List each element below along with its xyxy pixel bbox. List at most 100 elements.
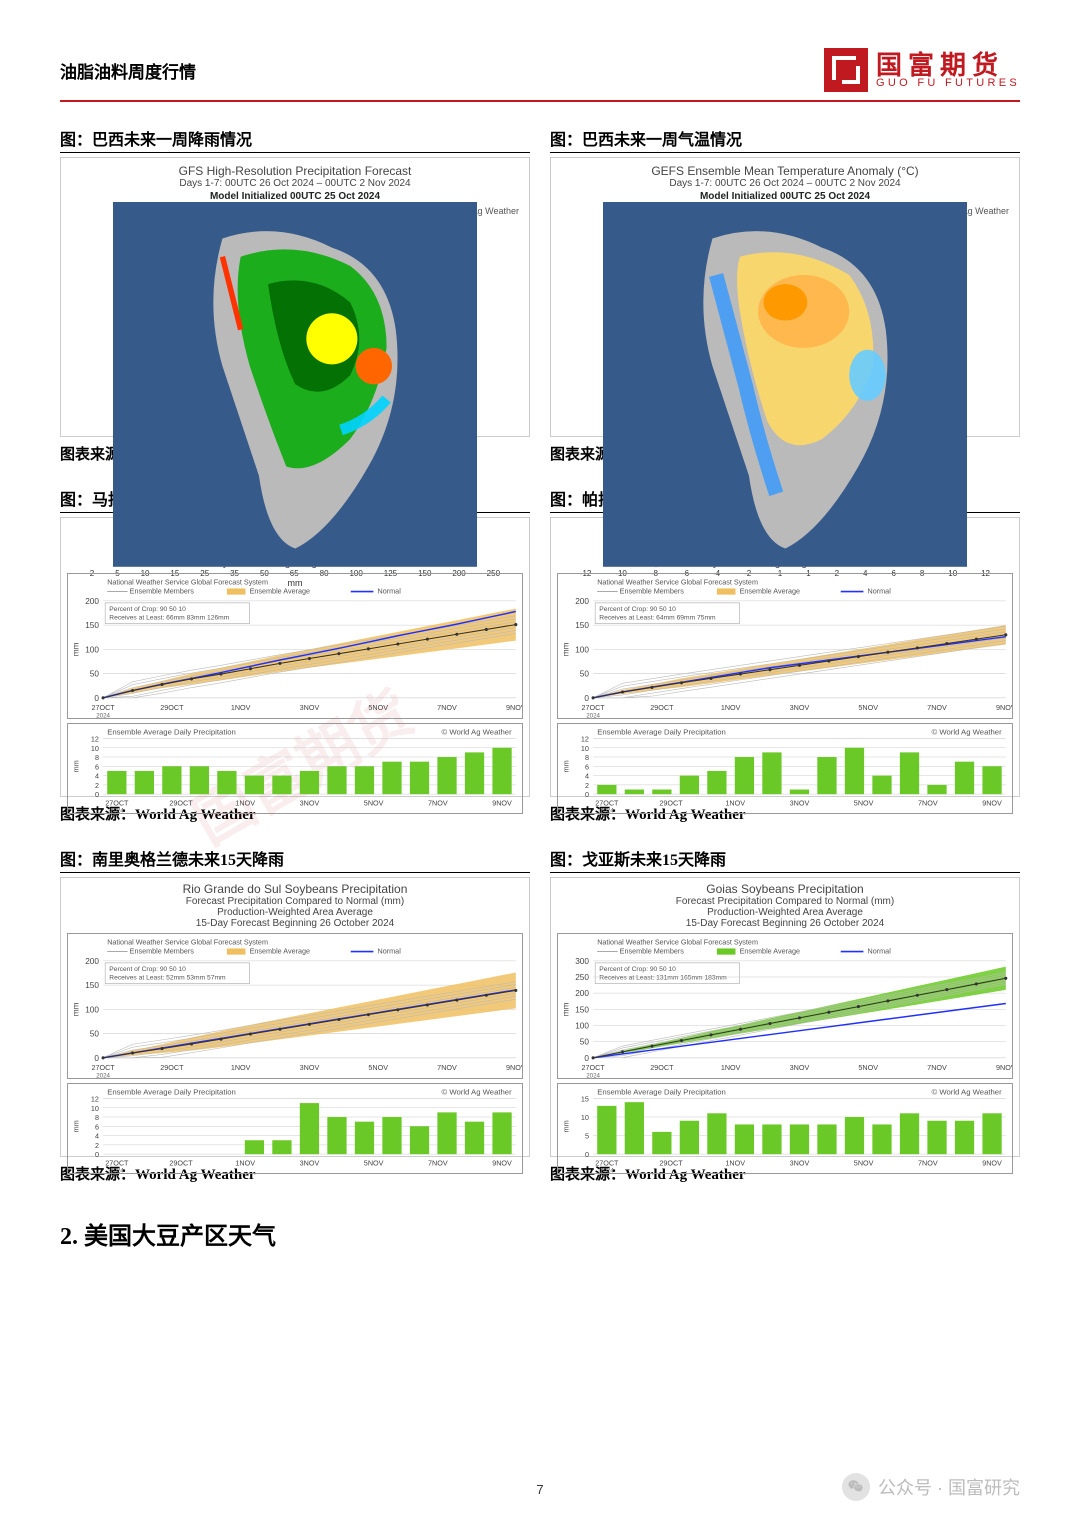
svg-text:9NOV: 9NOV	[492, 799, 512, 808]
svg-text:200: 200	[85, 957, 99, 966]
svg-text:200: 200	[85, 597, 99, 606]
svg-text:Normal: Normal	[378, 947, 402, 956]
svg-text:© World Ag Weather: © World Ag Weather	[931, 1088, 1002, 1097]
svg-text:© World Ag Weather: © World Ag Weather	[441, 1088, 512, 1097]
svg-text:8: 8	[95, 1114, 99, 1123]
svg-text:3NOV: 3NOV	[300, 703, 320, 712]
svg-text:Percent of Crop: 90 50: Percent of Crop: 90 50 10	[599, 966, 676, 973]
svg-text:9NOV: 9NOV	[492, 1159, 512, 1168]
svg-text:0: 0	[94, 1054, 99, 1063]
svg-text:29OCT: 29OCT	[659, 1159, 683, 1168]
svg-text:National Weather Service Globa: National Weather Service Global Forecast…	[597, 937, 758, 946]
svg-text:9NOV: 9NOV	[506, 1063, 522, 1072]
svg-text:Receives at Least: 66mm 83mm: Receives at Least: 66mm 83mm 126mm	[109, 614, 229, 621]
svg-text:──── Ensemble Members: ──── Ensemble Members	[596, 587, 684, 596]
svg-text:5NOV: 5NOV	[364, 1159, 384, 1168]
logo-en: GUO FU FUTURES	[876, 78, 1020, 89]
logo-text: 国富期货 GUO FU FUTURES	[876, 52, 1020, 89]
section-heading-2: 2. 美国大豆产区天气	[60, 1216, 1020, 1251]
svg-text:29OCT: 29OCT	[169, 1159, 193, 1168]
header-title: 油脂油料周度行情	[60, 58, 196, 83]
svg-text:Percent of Crop: 90 50: Percent of Crop: 90 50 10	[599, 606, 676, 613]
svg-text:5NOV: 5NOV	[364, 799, 384, 808]
map-title-1: GEFS Ensemble Mean Temperature Anomaly (…	[651, 164, 918, 178]
svg-text:27OCT: 27OCT	[595, 799, 619, 808]
svg-text:5NOV: 5NOV	[368, 703, 388, 712]
svg-text:150: 150	[575, 1005, 589, 1014]
svg-text:12: 12	[581, 735, 589, 744]
svg-text:9NOV: 9NOV	[982, 799, 1002, 808]
svg-text:0: 0	[95, 791, 99, 800]
panel-goias: 图：戈亚斯未来15天降雨 Goias Soybeans Precipitatio…	[550, 846, 1020, 1198]
svg-text:Percent of Crop: 90 50: Percent of Crop: 90 50 10	[109, 606, 186, 613]
svg-text:29OCT: 29OCT	[659, 799, 683, 808]
svg-text:2: 2	[95, 781, 99, 790]
svg-text:50: 50	[580, 670, 590, 679]
svg-text:150: 150	[85, 621, 99, 630]
svg-text:0: 0	[584, 694, 589, 703]
svg-text:10: 10	[581, 1114, 589, 1123]
svg-text:Percent of Crop: 90 50: Percent of Crop: 90 50 10	[109, 966, 186, 973]
svg-text:──── Ensemble Members: ──── Ensemble Members	[106, 587, 194, 596]
svg-text:2024: 2024	[110, 808, 124, 813]
svg-text:29OCT: 29OCT	[650, 703, 674, 712]
svg-text:mm: mm	[71, 761, 80, 773]
wechat-icon	[842, 1473, 870, 1501]
svg-text:1NOV: 1NOV	[231, 1063, 251, 1072]
svg-text:7NOV: 7NOV	[437, 703, 457, 712]
map-title-1: GFS High-Resolution Precipitation Foreca…	[179, 164, 412, 178]
svg-text:2024: 2024	[586, 712, 600, 718]
svg-text:8: 8	[585, 754, 589, 763]
svg-text:5NOV: 5NOV	[368, 1063, 388, 1072]
svg-text:Ensemble Average: Ensemble Average	[740, 947, 800, 956]
svg-text:9NOV: 9NOV	[506, 703, 522, 712]
svg-text:0: 0	[584, 1054, 589, 1063]
svg-text:mm: mm	[71, 1121, 80, 1133]
svg-text:10: 10	[91, 744, 99, 753]
svg-text:mm: mm	[561, 642, 570, 656]
svg-text:Ensemble Average: Ensemble Average	[740, 587, 800, 596]
svg-text:2: 2	[585, 781, 589, 790]
panel-title: 图：巴西未来一周气温情况	[550, 126, 1020, 153]
map-vis-precip	[67, 202, 523, 567]
map-card-temp: GEFS Ensemble Mean Temperature Anomaly (…	[550, 157, 1020, 437]
svg-text:7NOV: 7NOV	[428, 1159, 448, 1168]
svg-text:0: 0	[94, 694, 99, 703]
svg-text:© World Ag Weather: © World Ag Weather	[931, 728, 1002, 737]
svg-text:100: 100	[575, 645, 589, 654]
svg-text:mm: mm	[561, 761, 570, 773]
page-header: 油脂油料周度行情 国富期货 GUO FU FUTURES	[60, 48, 1020, 102]
map-title-2: Days 1-7: 00UTC 26 Oct 2024 – 00UTC 2 No…	[651, 178, 918, 189]
svg-text:Receives at Least: 52mm 53mm: Receives at Least: 52mm 53mm 57mm	[109, 974, 226, 981]
logo-mark	[824, 48, 868, 92]
svg-text:29OCT: 29OCT	[169, 799, 193, 808]
svg-text:3NOV: 3NOV	[790, 799, 810, 808]
svg-text:150: 150	[575, 621, 589, 630]
svg-text:50: 50	[580, 1038, 590, 1047]
svg-text:29OCT: 29OCT	[160, 1063, 184, 1072]
cumulative-chart: National Weather Service Global Forecast…	[67, 573, 523, 719]
svg-text:29OCT: 29OCT	[160, 703, 184, 712]
forecast-card-goias: Goias Soybeans PrecipitationForecast Pre…	[550, 877, 1020, 1157]
svg-text:Receives at Least: 131mm 165: Receives at Least: 131mm 165mm 183mm	[599, 974, 727, 981]
svg-text:2024: 2024	[586, 1072, 600, 1078]
svg-text:National Weather Service Globa: National Weather Service Global Forecast…	[597, 577, 758, 586]
svg-text:27OCT: 27OCT	[581, 1063, 605, 1072]
panel-brazil-precip: 图：巴西未来一周降雨情况 GFS High-Resolution Precipi…	[60, 126, 530, 478]
svg-text:0: 0	[585, 791, 589, 800]
svg-text:6: 6	[95, 1123, 99, 1132]
svg-text:50: 50	[90, 1030, 100, 1039]
svg-text:1NOV: 1NOV	[725, 1159, 745, 1168]
fc-sub: Forecast Precipitation Compared to Norma…	[557, 896, 1013, 907]
fc-title: Rio Grande do Sul Soybeans Precipitation	[67, 882, 523, 896]
svg-text:──── Ensemble Members: ──── Ensemble Members	[106, 947, 194, 956]
svg-text:6: 6	[95, 763, 99, 772]
svg-text:Ensemble Average: Ensemble Average	[250, 947, 310, 956]
content-grid: 图：巴西未来一周降雨情况 GFS High-Resolution Precipi…	[60, 126, 1020, 1198]
svg-text:© World Ag Weather: © World Ag Weather	[441, 728, 512, 737]
svg-text:27OCT: 27OCT	[595, 1159, 619, 1168]
svg-text:9NOV: 9NOV	[982, 1159, 1002, 1168]
svg-text:0: 0	[585, 1151, 589, 1160]
svg-text:National Weather Service Globa: National Weather Service Global Forecast…	[107, 937, 268, 946]
svg-text:2: 2	[95, 1141, 99, 1150]
